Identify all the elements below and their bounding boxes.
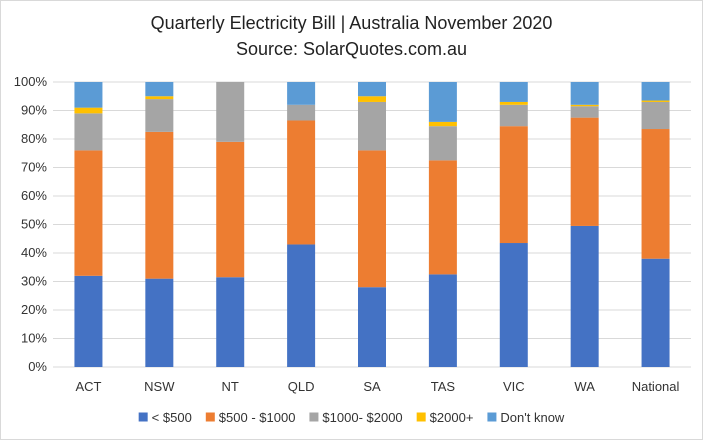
bar-segment bbox=[74, 275, 103, 367]
x-tick-label: WA bbox=[574, 379, 595, 394]
bar-segment bbox=[358, 287, 386, 367]
bar-segment bbox=[145, 96, 174, 100]
bar-segment bbox=[145, 82, 174, 97]
x-tick-label: NSW bbox=[144, 379, 175, 394]
bar-segment bbox=[641, 100, 670, 102]
y-tick-label: 20% bbox=[21, 302, 47, 317]
legend-swatch bbox=[138, 412, 148, 422]
y-tick-label: 40% bbox=[21, 245, 47, 260]
y-tick-label: 50% bbox=[21, 217, 47, 232]
bar-segment bbox=[74, 82, 103, 108]
bar-segment bbox=[287, 120, 316, 245]
bar-segment bbox=[499, 243, 528, 367]
y-tick-label: 30% bbox=[21, 274, 47, 289]
bar-segment bbox=[428, 126, 457, 161]
bar-segment bbox=[570, 104, 599, 107]
legend-label: $500 - $1000 bbox=[219, 410, 296, 425]
x-tick-label: QLD bbox=[288, 379, 315, 394]
y-tick-label: 60% bbox=[21, 188, 47, 203]
bar-segment bbox=[74, 113, 103, 151]
bar-segment bbox=[145, 278, 174, 367]
legend-label: < $500 bbox=[152, 410, 192, 425]
bar-segment bbox=[570, 225, 599, 367]
bar-segment bbox=[287, 82, 316, 105]
y-tick-label: 80% bbox=[21, 131, 47, 146]
y-tick-label: 90% bbox=[21, 103, 47, 118]
bar-segment bbox=[145, 99, 174, 132]
bar-segment bbox=[499, 101, 528, 105]
bar-segment bbox=[216, 82, 245, 142]
bar-segment bbox=[570, 106, 599, 118]
bar-segment bbox=[358, 82, 386, 97]
bar-segment bbox=[216, 141, 245, 278]
x-tick-label: ACT bbox=[75, 379, 101, 394]
legend-label: Don't know bbox=[500, 410, 565, 425]
legend-label: $2000+ bbox=[430, 410, 474, 425]
bar-segment bbox=[358, 150, 386, 288]
y-tick-label: 70% bbox=[21, 160, 47, 175]
chart-title: Quarterly Electricity Bill | Australia N… bbox=[150, 13, 553, 33]
bar-segment bbox=[358, 101, 386, 151]
bar-segment bbox=[145, 131, 174, 279]
x-tick-label: SA bbox=[363, 379, 381, 394]
bar-segment bbox=[74, 150, 103, 276]
legend-swatch bbox=[205, 412, 215, 422]
bar-segment bbox=[641, 101, 670, 130]
bar-segment bbox=[428, 121, 457, 127]
bar-segment bbox=[74, 107, 103, 114]
y-tick-label: 10% bbox=[21, 331, 47, 346]
x-tick-label: NT bbox=[222, 379, 239, 394]
bar-segment bbox=[428, 160, 457, 275]
bar-segment bbox=[570, 82, 599, 105]
bar-segment bbox=[428, 274, 457, 367]
bar-segment bbox=[428, 82, 457, 122]
bar-segment bbox=[641, 129, 670, 259]
bar-segment bbox=[641, 82, 670, 101]
legend-swatch bbox=[416, 412, 426, 422]
legend-swatch bbox=[487, 412, 497, 422]
bar-segment bbox=[216, 277, 245, 367]
bar-segment bbox=[570, 117, 599, 226]
x-tick-label: TAS bbox=[431, 379, 456, 394]
legend-label: $1000- $2000 bbox=[322, 410, 402, 425]
bar-segment bbox=[499, 126, 528, 244]
y-tick-label: 100% bbox=[14, 74, 48, 89]
bar-segment bbox=[641, 258, 670, 367]
bar-segment bbox=[499, 82, 528, 102]
bar-segment bbox=[287, 244, 316, 367]
x-tick-label: VIC bbox=[503, 379, 525, 394]
x-tick-label: National bbox=[632, 379, 680, 394]
chart-subtitle: Source: SolarQuotes.com.au bbox=[235, 39, 468, 59]
bar-segment bbox=[358, 96, 386, 102]
bar-segment bbox=[499, 104, 528, 127]
legend-swatch bbox=[309, 412, 319, 422]
y-tick-label: 0% bbox=[28, 359, 47, 374]
bar-segment bbox=[287, 104, 316, 121]
